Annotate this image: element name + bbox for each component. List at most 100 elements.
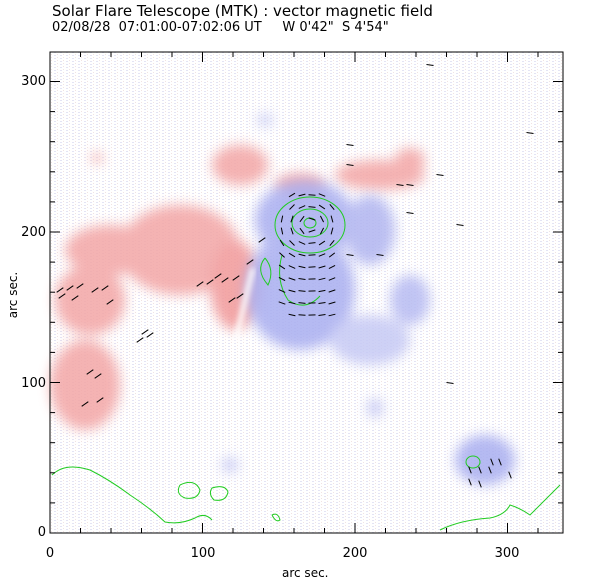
y-tick-label: 300 — [21, 74, 46, 89]
field-vector — [426, 64, 434, 66]
field-vector — [318, 277, 326, 281]
field-vector — [346, 164, 354, 166]
field-vector — [288, 277, 296, 281]
field-vector — [81, 401, 89, 407]
y-tick-label: 100 — [21, 376, 46, 391]
field-vector — [526, 132, 534, 134]
field-vector — [278, 289, 286, 293]
field-vector — [101, 285, 109, 291]
field-vector — [289, 204, 295, 210]
positive-polarity-regions — [50, 145, 425, 430]
field-vector — [308, 206, 316, 208]
field-vector — [299, 227, 305, 235]
field-vector — [278, 301, 286, 305]
plot-subtitle: 02/08/28 07:01:00-07:02:06 UT W 0'42" S … — [52, 20, 389, 35]
field-vector — [318, 193, 326, 197]
field-vector — [136, 337, 144, 343]
field-vector — [478, 466, 482, 474]
field-vector — [66, 285, 74, 291]
field-vector — [498, 458, 502, 466]
field-vector — [298, 193, 306, 197]
field-vector — [328, 313, 336, 317]
field-vector — [318, 204, 326, 210]
field-vector — [478, 480, 482, 488]
field-vector — [298, 241, 306, 245]
plot-title: Solar Flare Telescope (MTK) : vector mag… — [52, 2, 433, 20]
field-vector — [91, 287, 99, 293]
axis-ticks — [49, 52, 563, 534]
field-vector — [318, 253, 326, 257]
field-vector — [196, 281, 204, 287]
field-vector — [319, 215, 325, 223]
field-vector — [319, 227, 325, 235]
field-vector — [406, 212, 414, 214]
field-vector — [280, 227, 284, 235]
field-vector — [298, 314, 306, 316]
field-vector — [318, 265, 326, 269]
transverse-field-vectors — [56, 64, 534, 488]
field-vector — [86, 369, 94, 375]
field-vector — [94, 373, 102, 379]
field-vector — [318, 240, 326, 246]
field-vector — [279, 252, 285, 258]
field-vector — [221, 277, 229, 283]
field-vector — [376, 254, 384, 256]
x-tick-label: 200 — [343, 546, 368, 561]
field-vector — [56, 287, 64, 293]
field-vector — [246, 259, 254, 265]
field-vector — [71, 295, 79, 301]
field-vector — [258, 237, 266, 243]
field-vector — [58, 293, 66, 299]
field-vector — [232, 275, 240, 281]
field-vector — [288, 301, 296, 305]
field-vector — [206, 279, 214, 285]
field-vector — [318, 289, 326, 293]
field-vector — [290, 227, 294, 235]
field-vector — [329, 239, 335, 247]
field-vector — [456, 224, 464, 226]
y-tick-label: 200 — [21, 225, 46, 240]
field-vector — [298, 290, 306, 292]
green-contours — [51, 196, 561, 531]
field-vector — [289, 240, 295, 246]
field-vector — [328, 264, 336, 270]
x-tick-label: 0 — [46, 546, 54, 561]
field-vector — [468, 466, 472, 474]
field-vector — [329, 203, 335, 211]
field-vector — [141, 329, 149, 335]
field-vector — [308, 217, 316, 221]
field-vector — [288, 252, 296, 258]
field-vector — [298, 253, 306, 257]
field-vector — [330, 215, 334, 223]
field-vector — [280, 215, 284, 223]
neutral-line — [233, 267, 256, 341]
x-tick-label: 300 — [495, 546, 520, 561]
field-vector — [278, 264, 286, 270]
x-tick-label: 100 — [191, 546, 216, 561]
y-tick-label: 0 — [38, 525, 46, 540]
field-vector — [318, 314, 326, 316]
field-vector — [308, 242, 316, 244]
field-vector — [96, 397, 104, 403]
field-vector — [228, 297, 236, 303]
field-vector — [328, 277, 336, 281]
field-vector — [298, 302, 306, 304]
field-vector — [468, 478, 472, 486]
field-vector — [106, 299, 114, 305]
field-vector — [508, 471, 512, 479]
field-vector — [298, 265, 306, 269]
field-vector — [279, 239, 285, 247]
x-axis-label: arc sec. — [282, 566, 329, 580]
negative-polarity-regions — [222, 114, 515, 485]
field-vector — [288, 265, 296, 269]
field-vector — [278, 276, 286, 282]
field-vector — [328, 252, 336, 258]
field-vector — [490, 458, 494, 466]
y-axis-label: arc sec. — [6, 271, 21, 319]
field-vector — [328, 289, 336, 293]
field-vector — [146, 332, 154, 338]
field-vector — [288, 289, 296, 293]
field-vector — [236, 293, 244, 299]
field-vector — [346, 254, 354, 256]
